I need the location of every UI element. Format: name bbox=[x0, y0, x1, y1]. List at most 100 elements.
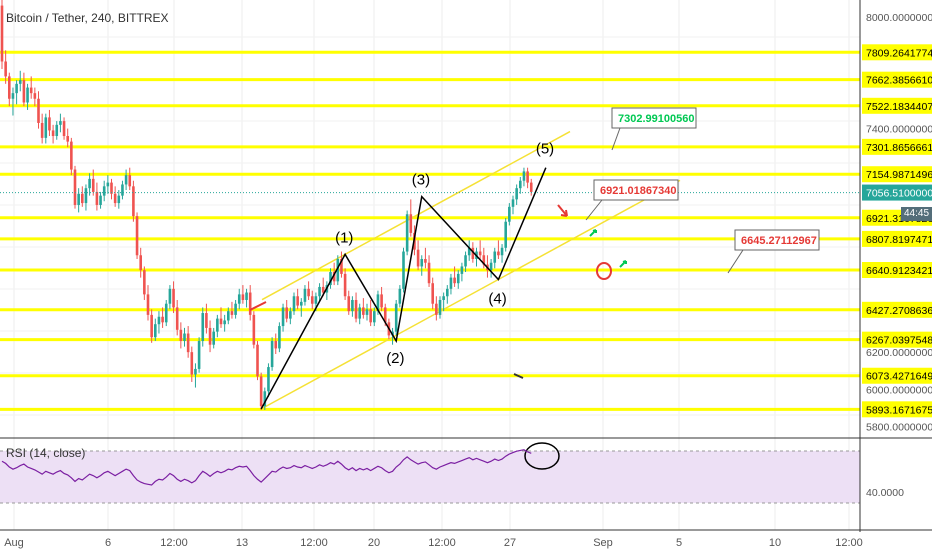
candle-body bbox=[15, 83, 18, 94]
candle-body bbox=[66, 136, 69, 142]
x-tick-label: 13 bbox=[236, 537, 248, 549]
candle-body bbox=[489, 262, 493, 271]
red-tick bbox=[249, 301, 267, 311]
candle-body bbox=[270, 340, 274, 368]
candle-body bbox=[8, 76, 11, 99]
candle-body bbox=[267, 367, 270, 392]
candle-body bbox=[351, 299, 354, 312]
level-label: 6267.03975483 bbox=[866, 335, 932, 347]
candle-body bbox=[497, 251, 500, 256]
candle-body bbox=[402, 251, 405, 289]
candle-body bbox=[303, 288, 307, 302]
callout-leader bbox=[611, 127, 621, 151]
candle-body bbox=[201, 313, 205, 341]
green-arrow-1 bbox=[589, 229, 597, 237]
trend-channel bbox=[261, 130, 681, 410]
green-arrow-2 bbox=[619, 260, 627, 268]
candle-body bbox=[183, 333, 186, 341]
candle-body bbox=[398, 288, 402, 304]
candle-body bbox=[150, 314, 153, 338]
candle-body bbox=[435, 303, 438, 315]
chart-title: Bitcoin / Tether, 240, BITTREX bbox=[6, 11, 169, 25]
candle-body bbox=[456, 273, 460, 284]
x-tick-label: 10 bbox=[769, 537, 781, 549]
candle-body bbox=[508, 206, 511, 222]
candle-body bbox=[205, 313, 208, 328]
candle-body bbox=[493, 251, 497, 263]
candle-body bbox=[234, 303, 237, 315]
wave-label: (5) bbox=[536, 141, 554, 158]
candle-body bbox=[194, 368, 197, 375]
level-label-bg bbox=[862, 367, 932, 384]
x-tick-label: 12:00 bbox=[428, 537, 456, 549]
rsi-circle bbox=[524, 442, 560, 470]
candle-body bbox=[102, 186, 106, 196]
candle-body bbox=[175, 307, 179, 330]
candle-body bbox=[427, 262, 431, 284]
candle-body bbox=[26, 87, 29, 103]
y-tick-label: 5800.00000000 bbox=[866, 422, 932, 434]
candle-body bbox=[117, 195, 121, 204]
candle-body bbox=[449, 277, 453, 289]
level-label-bg bbox=[862, 166, 932, 183]
candle-body bbox=[285, 307, 288, 319]
candle-body bbox=[223, 320, 226, 325]
candle-body bbox=[464, 255, 467, 267]
rsi-band-fill bbox=[0, 451, 860, 503]
candle-body bbox=[504, 221, 507, 248]
candle-body bbox=[321, 286, 325, 293]
candle-body bbox=[263, 391, 267, 407]
level-label: 6807.81974718 bbox=[866, 234, 932, 246]
x-tick-label: 12:00 bbox=[300, 537, 328, 549]
candle-body bbox=[300, 301, 303, 306]
candle-body bbox=[431, 283, 434, 304]
channel-lower bbox=[261, 179, 681, 410]
candle-body bbox=[48, 117, 51, 131]
candle-body bbox=[110, 182, 113, 194]
candle-body bbox=[310, 296, 314, 304]
candle-body bbox=[154, 324, 157, 338]
candle-body bbox=[259, 376, 263, 407]
x-tick-label: Aug bbox=[4, 537, 24, 549]
candle-body bbox=[289, 311, 292, 319]
candle-body bbox=[424, 258, 427, 263]
level-label-bg bbox=[862, 401, 932, 418]
x-tick-label: 20 bbox=[368, 537, 380, 549]
candle-body bbox=[44, 117, 48, 138]
candle-body bbox=[329, 272, 332, 286]
candle-body bbox=[88, 178, 91, 189]
candle-body bbox=[84, 188, 88, 204]
candle-body bbox=[22, 80, 26, 103]
candle-body bbox=[197, 340, 201, 369]
candle-body bbox=[135, 216, 139, 256]
candle-body bbox=[37, 98, 40, 123]
candle-body bbox=[278, 326, 281, 349]
wave-label: (2) bbox=[386, 350, 404, 367]
candle-body bbox=[252, 314, 256, 345]
candle-body bbox=[442, 296, 445, 300]
candle-body bbox=[383, 307, 387, 323]
candle-body bbox=[515, 188, 518, 200]
candle-body bbox=[405, 214, 409, 252]
candle-body bbox=[113, 193, 117, 204]
candle-body bbox=[416, 249, 420, 267]
level-label: 6427.27086367 bbox=[866, 305, 932, 317]
level-label-bg bbox=[862, 331, 932, 348]
level-label-bg bbox=[862, 71, 932, 88]
callout-text: 6645.27112967 bbox=[741, 235, 817, 247]
rsi-curve bbox=[1, 449, 532, 486]
candle-body bbox=[124, 175, 128, 185]
candle-body bbox=[362, 307, 365, 315]
candle-body bbox=[172, 288, 175, 308]
candle-body bbox=[70, 141, 73, 170]
candle-body bbox=[482, 255, 486, 265]
y-tick-label: 7400.00000000 bbox=[866, 124, 932, 136]
candle-body bbox=[343, 273, 347, 297]
candle-body bbox=[522, 171, 526, 181]
level-label: 5893.16716753 bbox=[866, 404, 932, 416]
candle-body bbox=[365, 309, 369, 315]
level-label: 7522.18344077 bbox=[866, 101, 932, 113]
candle-body bbox=[161, 316, 164, 323]
